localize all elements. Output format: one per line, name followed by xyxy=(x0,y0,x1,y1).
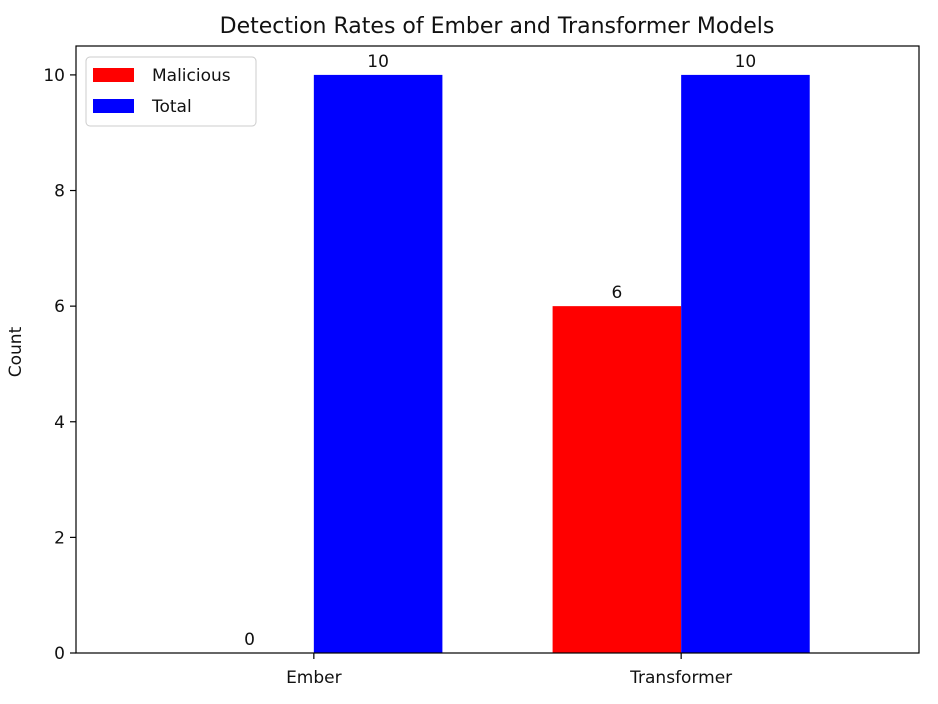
y-tick-label: 10 xyxy=(43,66,65,86)
data-label-total-transformer: 10 xyxy=(735,52,757,72)
x-axis: Ember Transformer xyxy=(286,653,732,688)
y-tick-label: 4 xyxy=(54,413,65,433)
data-label-malicious-transformer: 6 xyxy=(611,283,622,303)
x-tick-label-transformer: Transformer xyxy=(629,668,732,688)
x-tick-label-ember: Ember xyxy=(286,668,342,688)
bars-group xyxy=(313,74,810,653)
bar-malicious-transformer xyxy=(552,306,682,653)
legend-swatch-total xyxy=(93,99,134,113)
y-tick-label: 6 xyxy=(54,297,65,317)
chart-title: Detection Rates of Ember and Transformer… xyxy=(220,14,775,39)
bar-total-transformer xyxy=(681,74,810,653)
data-label-total-ember: 10 xyxy=(367,52,389,72)
y-tick-label: 2 xyxy=(54,528,65,548)
legend-swatch-malicious xyxy=(93,68,134,82)
legend: Malicious Total xyxy=(85,56,257,127)
plot-area-frame xyxy=(75,45,920,654)
y-axis-label: Count xyxy=(6,326,26,377)
legend-label-malicious: Malicious xyxy=(152,66,231,86)
bar-total-ember xyxy=(313,74,443,653)
data-labels-group: 0 6 10 10 xyxy=(244,52,756,650)
y-axis: 0 2 4 6 8 10 xyxy=(43,66,76,664)
data-label-malicious-ember: 0 xyxy=(244,630,255,650)
y-tick-label: 8 xyxy=(54,182,65,202)
legend-label-total: Total xyxy=(151,97,192,117)
y-tick-label: 0 xyxy=(54,644,65,664)
